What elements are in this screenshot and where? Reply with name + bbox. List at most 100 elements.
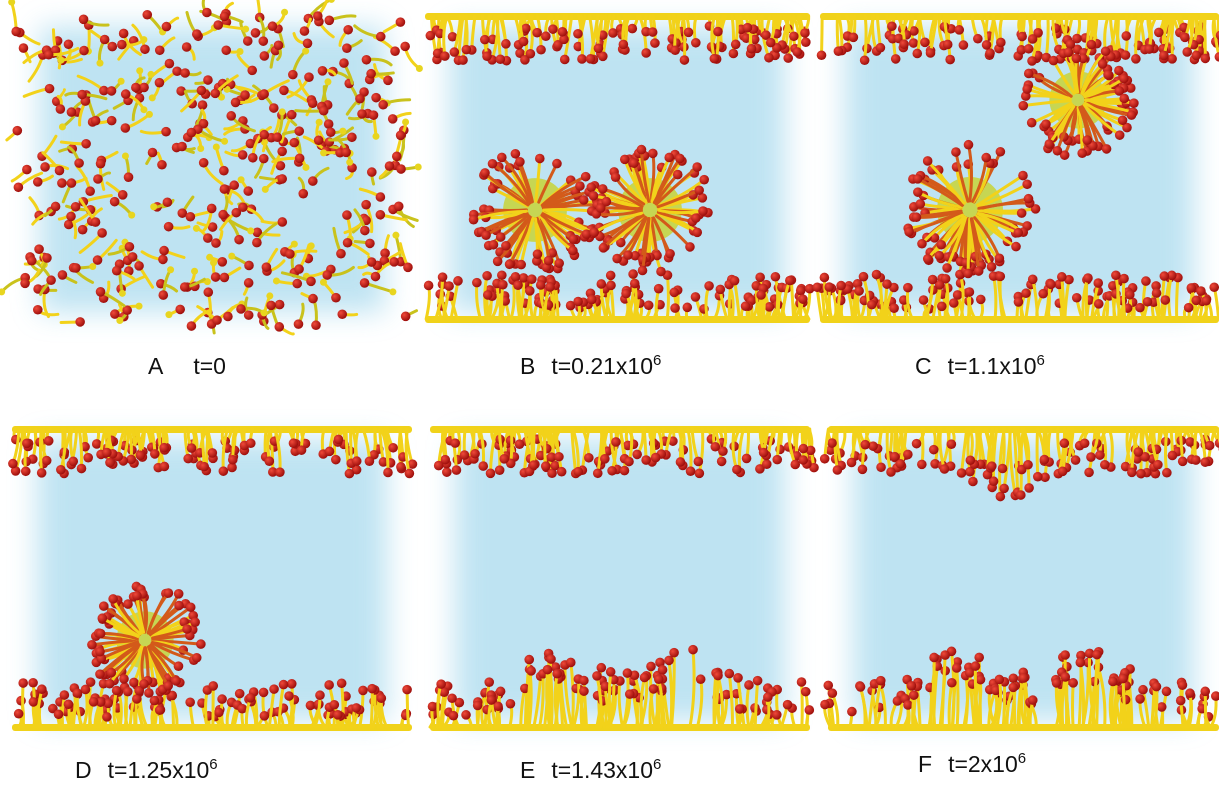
head bbox=[1182, 47, 1192, 57]
head bbox=[324, 680, 334, 690]
head bbox=[123, 687, 133, 697]
head bbox=[1119, 94, 1129, 104]
head bbox=[654, 674, 664, 684]
head bbox=[203, 75, 213, 85]
head bbox=[187, 443, 197, 453]
head bbox=[971, 661, 981, 671]
panel-letter: B bbox=[520, 353, 535, 379]
head bbox=[159, 246, 169, 256]
head bbox=[762, 459, 772, 469]
head bbox=[334, 435, 344, 445]
head bbox=[37, 684, 47, 694]
head bbox=[670, 303, 680, 313]
head bbox=[324, 119, 334, 129]
tail-bead bbox=[262, 186, 269, 193]
head bbox=[1018, 101, 1028, 111]
head bbox=[733, 673, 743, 683]
head bbox=[284, 691, 294, 701]
tail-bead bbox=[346, 159, 353, 166]
head bbox=[1011, 242, 1021, 252]
head bbox=[132, 591, 142, 601]
head bbox=[1071, 455, 1081, 465]
time-label: t=1.25x10 bbox=[108, 757, 210, 783]
head bbox=[1178, 457, 1188, 467]
head bbox=[277, 147, 287, 157]
head bbox=[965, 287, 975, 297]
head bbox=[190, 617, 200, 627]
tail-bead bbox=[237, 48, 244, 55]
head bbox=[158, 255, 168, 265]
head bbox=[917, 239, 927, 249]
head bbox=[333, 710, 343, 720]
time-label: t=1.43x10 bbox=[551, 757, 653, 783]
head bbox=[142, 10, 152, 20]
head bbox=[1052, 678, 1062, 688]
head bbox=[923, 156, 933, 166]
head bbox=[676, 457, 686, 467]
head bbox=[949, 298, 959, 308]
head bbox=[371, 272, 381, 282]
head bbox=[482, 51, 492, 61]
head bbox=[174, 601, 184, 611]
head bbox=[664, 153, 674, 163]
head bbox=[223, 312, 233, 322]
head bbox=[812, 282, 822, 292]
head bbox=[783, 53, 793, 63]
head bbox=[213, 20, 223, 30]
tail-bead bbox=[302, 48, 309, 55]
head bbox=[872, 270, 882, 280]
head bbox=[1028, 34, 1038, 44]
head bbox=[935, 251, 945, 261]
head bbox=[240, 90, 250, 100]
head bbox=[489, 240, 499, 250]
head bbox=[959, 40, 969, 50]
head bbox=[785, 276, 795, 286]
head bbox=[1087, 40, 1097, 50]
tail-bead bbox=[324, 78, 331, 85]
head bbox=[849, 33, 859, 43]
head bbox=[297, 445, 307, 455]
head bbox=[217, 694, 227, 704]
head bbox=[1022, 84, 1032, 94]
head bbox=[771, 272, 781, 282]
head bbox=[691, 213, 701, 223]
head bbox=[481, 230, 491, 240]
head bbox=[947, 439, 957, 449]
tail bbox=[957, 668, 958, 727]
head bbox=[759, 448, 769, 458]
head bbox=[498, 280, 508, 290]
head bbox=[208, 448, 218, 458]
head bbox=[131, 83, 141, 93]
tail bbox=[667, 275, 668, 319]
tail-bead bbox=[140, 36, 147, 43]
head bbox=[444, 281, 454, 291]
head bbox=[331, 455, 341, 465]
head bbox=[516, 260, 526, 270]
head bbox=[496, 54, 506, 64]
head bbox=[105, 679, 115, 689]
head bbox=[78, 225, 88, 235]
tail bbox=[980, 429, 981, 464]
head bbox=[1084, 468, 1094, 478]
head bbox=[899, 39, 909, 49]
head bbox=[1111, 270, 1121, 280]
head bbox=[365, 456, 375, 466]
head bbox=[192, 653, 202, 663]
head bbox=[554, 452, 564, 462]
head bbox=[102, 712, 112, 722]
head bbox=[772, 710, 782, 720]
head bbox=[1022, 179, 1032, 189]
head bbox=[150, 449, 160, 459]
head bbox=[796, 286, 806, 296]
tail bbox=[684, 16, 685, 60]
head bbox=[79, 15, 89, 25]
head bbox=[789, 31, 799, 41]
head bbox=[644, 300, 654, 310]
head bbox=[83, 453, 93, 463]
head bbox=[260, 711, 270, 721]
head bbox=[1191, 51, 1201, 61]
head bbox=[1082, 135, 1092, 145]
tail bbox=[717, 16, 719, 59]
head bbox=[793, 47, 803, 57]
head bbox=[342, 210, 352, 220]
